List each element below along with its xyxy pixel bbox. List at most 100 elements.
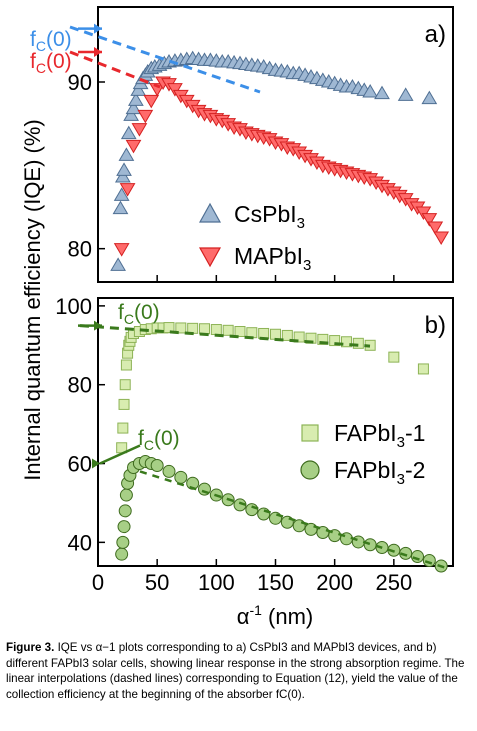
y-axis-label: Internal quantum efficiency (IQE) (%) xyxy=(20,119,45,481)
data-point xyxy=(433,231,450,245)
y-tick-label: 80 xyxy=(68,237,92,262)
data-point xyxy=(269,511,282,525)
x-axis-label-sup: -1 xyxy=(249,602,262,618)
data-point xyxy=(293,331,305,343)
data-point xyxy=(119,379,131,391)
data-point xyxy=(116,162,132,176)
x-tick-label: 50 xyxy=(145,570,169,595)
data-point xyxy=(120,125,137,140)
legend-label-suffix: -1 xyxy=(405,420,425,446)
caption-text: IQE vs α−1 plots corresponding to a) CsP… xyxy=(6,641,465,701)
x-axis-label: α-1 (nm) xyxy=(237,602,314,629)
data-point xyxy=(292,519,306,533)
data-point xyxy=(125,139,142,154)
data-point xyxy=(174,470,188,484)
x-axis-label-symbol: α xyxy=(237,604,250,629)
data-point xyxy=(411,550,424,564)
interpolation-line-mapbi3 xyxy=(69,50,161,89)
fc0-sub: C xyxy=(36,38,46,54)
interpolation-line-fapbi3-1 xyxy=(79,324,371,348)
data-point xyxy=(374,85,390,100)
data-point xyxy=(316,526,330,539)
data-point xyxy=(137,109,154,124)
legend-label-name: FAPbI xyxy=(334,457,397,483)
data-point xyxy=(317,333,329,345)
data-point xyxy=(427,221,444,235)
x-tick-label: 150 xyxy=(257,570,294,595)
data-point xyxy=(175,322,187,334)
fc0-rest: (0) xyxy=(46,28,72,51)
data-point xyxy=(150,459,164,472)
data-point xyxy=(245,503,259,517)
data-point xyxy=(281,329,293,341)
y-tick-label: 100 xyxy=(55,294,92,319)
fc0-sub: C xyxy=(36,60,46,76)
data-point xyxy=(117,520,131,534)
data-point xyxy=(415,206,432,220)
data-point xyxy=(116,535,130,549)
data-point xyxy=(222,324,234,336)
interpolation-line-fapbi3-2 xyxy=(139,470,451,571)
data-point xyxy=(120,359,132,371)
data-point xyxy=(118,398,130,410)
legend-label: FAPbI3-1 xyxy=(334,420,425,451)
legend-label-name: FAPbI xyxy=(334,420,397,446)
data-point xyxy=(113,243,130,257)
y-tick-label: 40 xyxy=(68,530,92,555)
series-triangle-down xyxy=(113,76,450,257)
data-point xyxy=(421,90,438,105)
data-point xyxy=(234,326,246,337)
legend-label: FAPbI3-2 xyxy=(334,457,425,488)
x-tick-label: 200 xyxy=(316,570,353,595)
legend-label-sub: 3 xyxy=(303,257,311,274)
data-point xyxy=(422,553,436,567)
data-point xyxy=(131,123,148,137)
fc0-arrow xyxy=(99,444,141,465)
legend-label-sub: 3 xyxy=(397,434,405,451)
y-tick-label: 80 xyxy=(68,373,92,398)
fc0-annotation: fC(0) xyxy=(118,301,160,327)
fc0-arrowhead xyxy=(94,320,102,331)
x-axis-label-unit: (nm) xyxy=(262,604,313,629)
panel-a-label: a) xyxy=(425,21,446,48)
legend-marker xyxy=(198,202,222,223)
fc0-annotation: fC(0) xyxy=(138,427,180,453)
data-point xyxy=(199,323,210,335)
legend-marker xyxy=(198,247,222,268)
interpolation-line-cspbi3 xyxy=(69,25,261,94)
fc0-arrowhead xyxy=(92,458,100,469)
data-point xyxy=(341,336,352,348)
legend-label-sub: 3 xyxy=(297,215,305,232)
x-tick-label: 100 xyxy=(198,570,235,595)
data-point xyxy=(210,324,222,336)
data-point xyxy=(198,482,211,496)
series-square xyxy=(116,322,429,454)
data-point xyxy=(163,322,175,334)
y-tick-label: 90 xyxy=(68,70,92,95)
data-point xyxy=(117,422,129,434)
fc0-sub: C xyxy=(124,311,134,327)
data-point xyxy=(233,498,247,512)
data-point xyxy=(270,328,281,340)
fc0-f: f xyxy=(30,28,36,51)
data-point xyxy=(352,337,364,349)
legend-marker xyxy=(301,424,319,442)
fc0-sub: C xyxy=(144,437,154,453)
data-point xyxy=(115,547,129,561)
caption-label: Figure 3. xyxy=(6,641,55,654)
data-point xyxy=(110,257,126,271)
fc0-rest: (0) xyxy=(46,50,72,73)
data-point xyxy=(149,83,166,97)
data-point xyxy=(399,546,413,560)
data-point xyxy=(329,335,341,347)
data-point xyxy=(118,147,135,161)
fc0-arrowhead xyxy=(94,23,102,34)
data-point xyxy=(119,183,136,197)
fc0-f: f xyxy=(118,301,124,324)
data-point xyxy=(162,464,176,478)
fc0-f: f xyxy=(30,50,36,73)
data-point xyxy=(397,87,414,101)
